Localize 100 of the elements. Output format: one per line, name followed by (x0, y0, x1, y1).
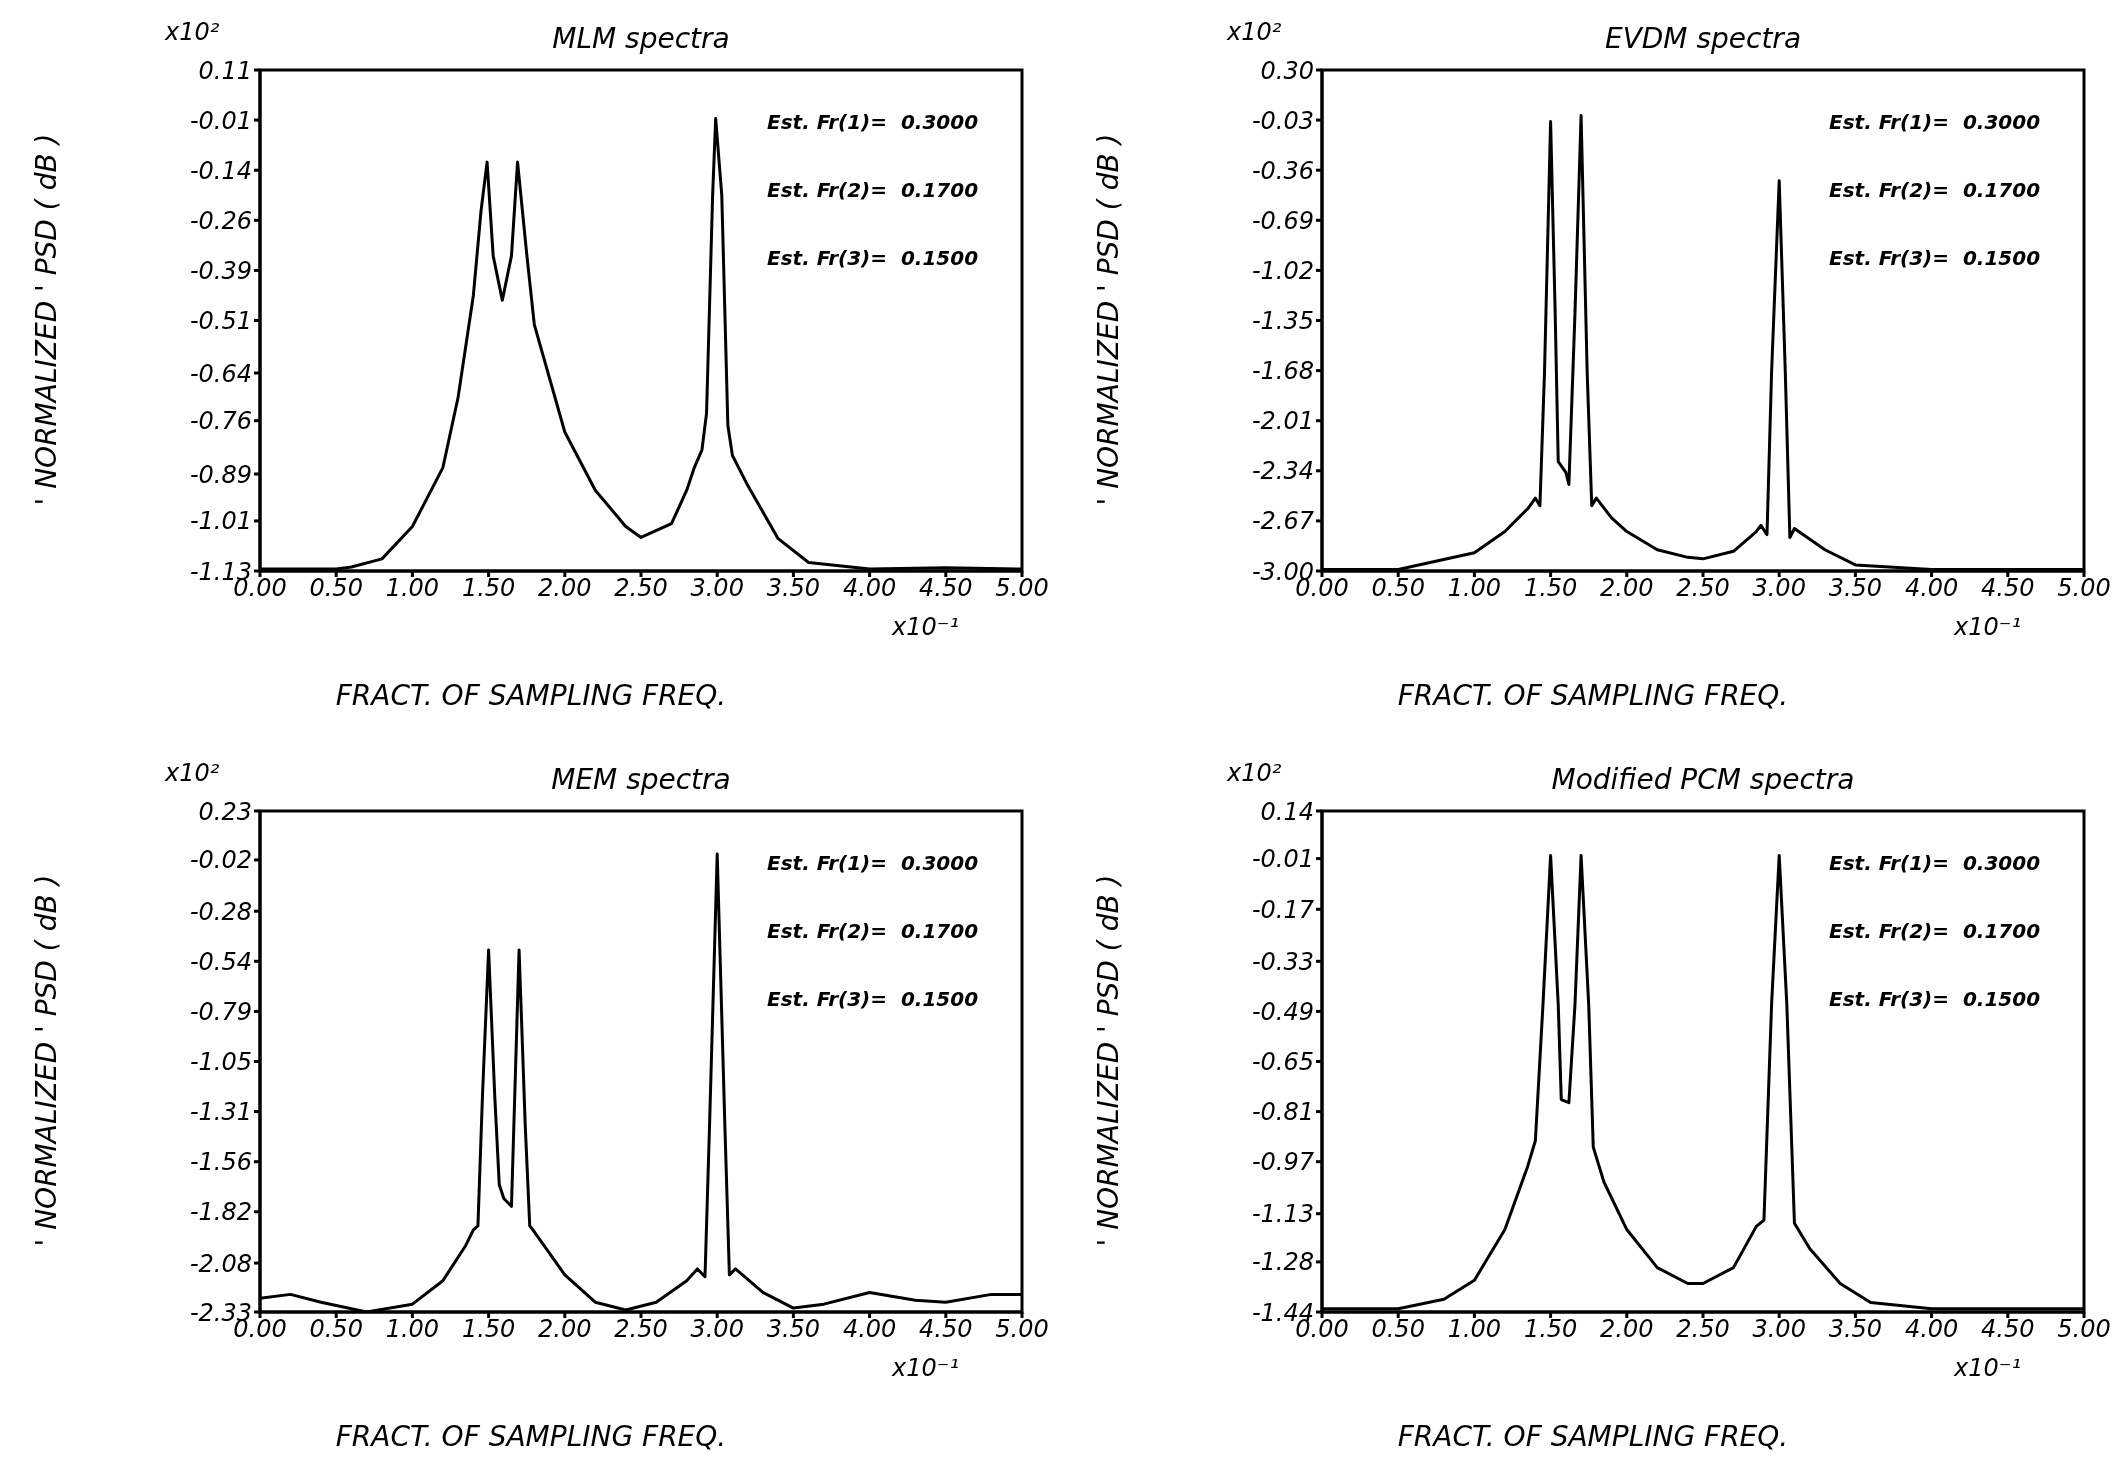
y-tick-label: -0.02 (189, 846, 252, 875)
x-tick-label: 3.50 (1828, 1315, 1883, 1344)
x-tick-label: 2.50 (1676, 574, 1730, 603)
text: x10⁻¹ (1954, 613, 2022, 641)
x-tick-label: 0.50 (1371, 574, 1425, 603)
y-axis-title: ' NORMALIZED ' PSD ( dB ) (1091, 873, 1125, 1248)
x-tick-label: 3.50 (1828, 574, 1883, 603)
x-tick-label: 0.50 (309, 574, 363, 603)
y-axis-title: ' NORMALIZED ' PSD ( dB ) (29, 873, 63, 1248)
x-tick-label: 2.50 (614, 574, 668, 603)
y-tick-label: -0.33 (1251, 947, 1314, 976)
y-tick-label: -0.39 (189, 256, 252, 285)
x-tick-label: 3.50 (766, 574, 821, 603)
y-tick-label: -2.67 (1251, 507, 1315, 536)
annotation: Est. Fr(2)= 0.1700 (767, 919, 979, 943)
x-tick-label: 5.00 (995, 1315, 1049, 1344)
y-tick-label: -0.17 (1251, 895, 1315, 924)
y-tick-label: -0.01 (1251, 845, 1314, 874)
y-tick-label: -1.56 (189, 1148, 252, 1177)
x-tick-label: 4.50 (1981, 574, 2035, 603)
y-tick-label: -1.13 (1251, 1200, 1314, 1229)
x-tick-label: 1.50 (461, 1315, 516, 1344)
chart-title: EVDM spectra (1603, 22, 1803, 55)
y-tick-label: 0.14 (1260, 797, 1314, 826)
chart-title: Modified PCM spectra (1550, 763, 1856, 796)
y-tick-label: -0.64 (189, 359, 252, 388)
x-tick-label: 4.50 (1981, 1315, 2035, 1344)
y-tick-label: -0.03 (1251, 106, 1314, 135)
annotation: Est. Fr(2)= 0.1700 (767, 178, 979, 202)
x-tick-label: 4.00 (1904, 1315, 1959, 1344)
annotation: Est. Fr(3)= 0.1500 (1829, 987, 2041, 1011)
y-tick-label: -1.05 (189, 1048, 252, 1077)
x-tick-label: 2.00 (538, 574, 592, 603)
annotation: Est. Fr(2)= 0.1700 (1829, 919, 2041, 943)
x-axis-title: FRACT. OF SAMPLING FREQ. (1396, 679, 1790, 712)
y-axis-title: ' NORMALIZED ' PSD ( dB ) (1091, 132, 1125, 507)
x-tick-label: 1.50 (1523, 1315, 1578, 1344)
y-tick-label: -0.36 (1251, 156, 1314, 185)
y-tick-label: -0.28 (189, 897, 252, 926)
x-tick-label: 1.00 (1447, 574, 1502, 603)
y-tick-label: -0.26 (189, 206, 252, 235)
y-tick-label: -1.35 (1251, 307, 1314, 336)
x-tick-label: 5.00 (2057, 574, 2111, 603)
y-tick-label: -0.54 (189, 947, 252, 976)
y-tick-label: -0.14 (189, 156, 252, 185)
text: x10⁻¹ (892, 613, 960, 641)
x-tick-label: 3.50 (766, 1315, 821, 1344)
x-axis-title: FRACT. OF SAMPLING FREQ. (334, 1420, 728, 1453)
x-tick-label: 4.50 (919, 1315, 973, 1344)
x-axis-title: FRACT. OF SAMPLING FREQ. (334, 679, 728, 712)
y-tick-label: -0.79 (189, 997, 252, 1026)
x-tick-label: 2.00 (1600, 574, 1654, 603)
x-tick-label: 2.50 (1676, 1315, 1730, 1344)
x-tick-label: 1.00 (1447, 1315, 1502, 1344)
chart-title: MLM spectra (551, 22, 731, 55)
text: x10⁻¹ (1954, 1354, 2022, 1382)
annotation: Est. Fr(1)= 0.3000 (767, 110, 979, 134)
y-tick-label: -1.31 (189, 1098, 252, 1127)
chart-title: MEM spectra (550, 763, 732, 796)
x-tick-label: 1.50 (1523, 574, 1578, 603)
x-tick-label: 4.00 (842, 574, 897, 603)
x-tick-label: 0.50 (1371, 1315, 1425, 1344)
y-tick-label: -0.69 (1251, 206, 1314, 235)
x-tick-label: 5.00 (995, 574, 1049, 603)
y-tick-label: -2.08 (189, 1249, 252, 1278)
x-tick-label: 4.00 (1904, 574, 1959, 603)
y-tick-label: -1.28 (1251, 1248, 1314, 1277)
y-tick-label: -0.89 (189, 460, 252, 489)
y-tick-label: -1.02 (1251, 256, 1314, 285)
y-tick-label: -0.65 (1251, 1048, 1314, 1077)
y-tick-label: -1.01 (189, 507, 252, 536)
x-tick-label: 1.50 (461, 574, 516, 603)
annotation: Est. Fr(1)= 0.3000 (767, 851, 979, 875)
y-tick-label: -1.68 (1251, 357, 1314, 386)
x-tick-label: 1.00 (385, 1315, 440, 1344)
annotation: Est. Fr(3)= 0.1500 (1829, 246, 2041, 270)
annotation: Est. Fr(1)= 0.3000 (1829, 851, 2041, 875)
text: x10² (165, 759, 220, 787)
text: x10² (1227, 18, 1282, 46)
x-tick-label: 4.50 (919, 574, 973, 603)
annotation: Est. Fr(1)= 0.3000 (1829, 110, 2041, 134)
annotation: Est. Fr(2)= 0.1700 (1829, 178, 2041, 202)
y-tick-label: -1.82 (189, 1198, 252, 1227)
x-tick-label: 3.00 (1752, 574, 1806, 603)
y-tick-label: 0.23 (198, 797, 252, 826)
x-tick-label: 2.00 (538, 1315, 592, 1344)
x-tick-label: 1.00 (385, 574, 440, 603)
text: x10⁻¹ (892, 1354, 960, 1382)
x-tick-label: 2.50 (614, 1315, 668, 1344)
x-tick-label: 2.00 (1600, 1315, 1654, 1344)
x-tick-label: 4.00 (842, 1315, 897, 1344)
text: x10² (1227, 759, 1282, 787)
y-tick-label: -2.01 (1251, 407, 1314, 436)
annotation: Est. Fr(3)= 0.1500 (767, 246, 979, 270)
x-tick-label: 3.00 (690, 1315, 744, 1344)
y-tick-label: -2.34 (1251, 457, 1314, 486)
y-tick-label: 0.30 (1260, 56, 1314, 85)
y-tick-label: -0.81 (1251, 1098, 1314, 1127)
y-axis-title: ' NORMALIZED ' PSD ( dB ) (29, 132, 63, 507)
y-tick-label: 0.11 (198, 56, 252, 85)
